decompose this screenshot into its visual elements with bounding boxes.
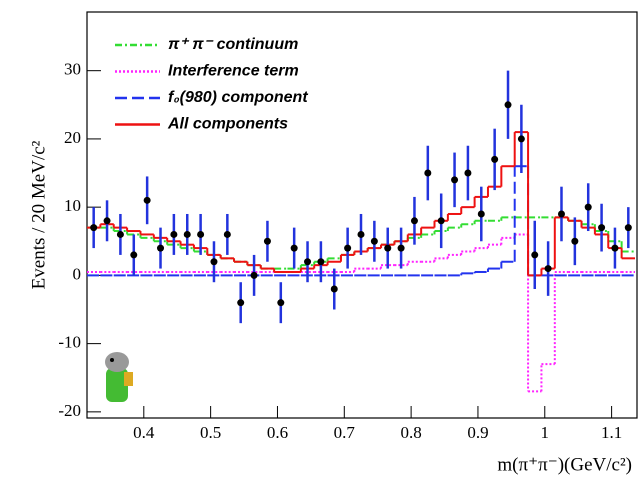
- x-tick-label: 0.9: [467, 423, 488, 442]
- data-point: [304, 258, 312, 266]
- data-point: [116, 230, 124, 238]
- x-axis-label: m(π⁺π⁻)(GeV/c²): [497, 454, 632, 475]
- data-point: [250, 271, 258, 279]
- data-point: [317, 258, 325, 266]
- x-tick-label: 0.8: [400, 423, 421, 442]
- data-point: [290, 244, 298, 252]
- data-point: [90, 224, 98, 232]
- data-point: [624, 224, 632, 232]
- x-tick-label: 1.1: [601, 423, 622, 442]
- data-point: [370, 237, 378, 245]
- y-tick-label: 10: [64, 196, 81, 215]
- data-point: [130, 251, 138, 259]
- data-point: [437, 217, 445, 225]
- data-point: [277, 299, 285, 307]
- x-tick-label: 1: [541, 423, 550, 442]
- data-point: [424, 169, 432, 177]
- data-point: [210, 258, 218, 266]
- data-point: [611, 244, 619, 252]
- legend-label: Interference term: [168, 63, 299, 80]
- data-point: [571, 237, 579, 245]
- y-tick-label: -20: [58, 401, 81, 420]
- data-point: [344, 244, 352, 252]
- y-axis-label: Events / 20 MeV/c²: [28, 140, 49, 289]
- data-point: [237, 299, 245, 307]
- data-point: [223, 230, 231, 238]
- y-tick-label: 30: [64, 60, 81, 79]
- data-point: [598, 224, 606, 232]
- mascot: [105, 352, 133, 402]
- x-tick-label: 0.7: [334, 423, 356, 442]
- data-point: [183, 230, 191, 238]
- x-tick-label: 0.5: [200, 423, 221, 442]
- data-point: [157, 244, 165, 252]
- data-point: [491, 155, 499, 163]
- legend-label: f₀(980) component: [168, 89, 308, 106]
- x-tick-label: 0.4: [133, 423, 155, 442]
- data-point: [170, 230, 178, 238]
- y-tick-label: -10: [58, 333, 81, 352]
- data-point: [103, 217, 111, 225]
- data-point: [197, 230, 205, 238]
- legend-label: All components: [167, 116, 288, 133]
- x-tick-label: 0.6: [267, 423, 288, 442]
- data-point: [544, 265, 552, 273]
- data-point: [397, 244, 405, 252]
- data-point: [357, 230, 365, 238]
- legend-label: π⁺ π⁻ continuum: [168, 36, 298, 53]
- data-point: [557, 210, 565, 218]
- data-point: [384, 244, 392, 252]
- plot-frame: [86, 11, 638, 419]
- y-tick-label: 20: [64, 128, 81, 147]
- data-point: [584, 203, 592, 211]
- data-point: [477, 210, 485, 218]
- data-point: [531, 251, 539, 259]
- data-point: [410, 217, 418, 225]
- y-tick-label: 0: [73, 264, 82, 283]
- data-point: [451, 176, 459, 184]
- data-point: [263, 237, 271, 245]
- data-point: [504, 101, 512, 109]
- data-point: [517, 135, 525, 143]
- data-point: [143, 196, 151, 204]
- data-point: [330, 285, 338, 293]
- data-point: [464, 169, 472, 177]
